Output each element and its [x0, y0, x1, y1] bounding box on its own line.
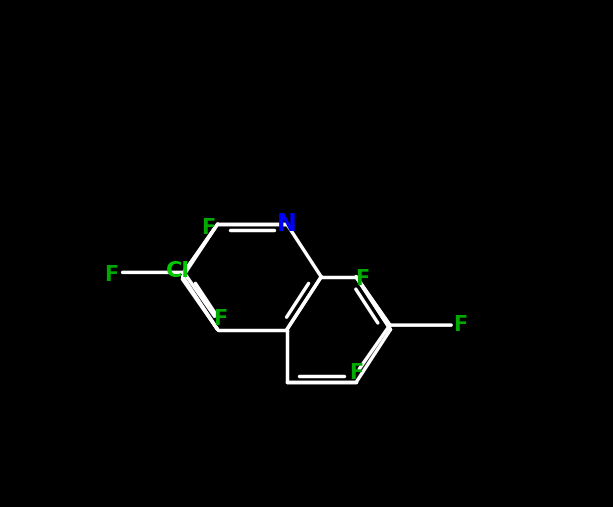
- Text: Cl: Cl: [166, 262, 189, 281]
- Text: F: F: [201, 219, 216, 238]
- Text: F: F: [349, 363, 364, 383]
- Text: F: F: [453, 315, 468, 335]
- Text: F: F: [104, 265, 119, 285]
- Text: N: N: [277, 212, 297, 236]
- Text: F: F: [213, 309, 228, 329]
- Text: F: F: [355, 269, 370, 288]
